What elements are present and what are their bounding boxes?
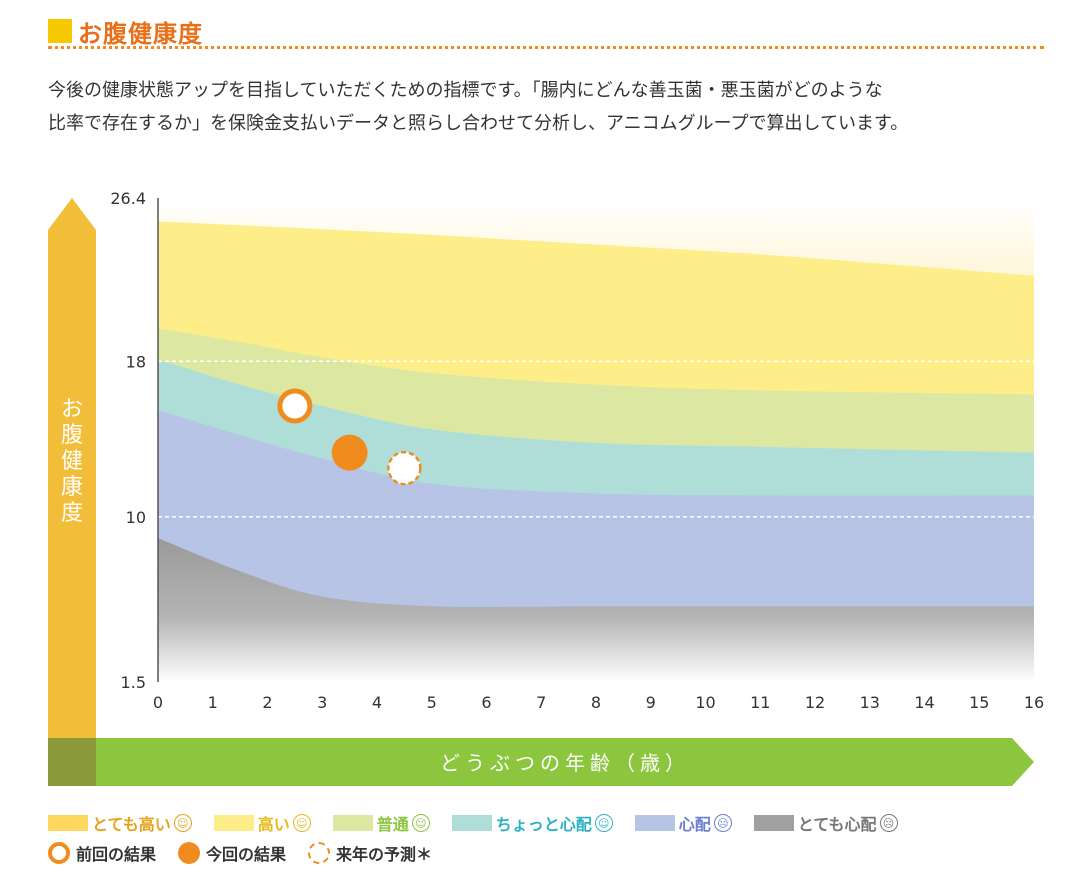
legend-item: ちょっと心配 ☺ [451,811,613,835]
legend-marker-item: 来年の予測＊ [308,841,432,865]
dotted-divider [48,46,1044,49]
y-axis-arrow [48,198,96,760]
legend-bands-row: とても高い ☺ 高い ☺ 普通 ☺ ちょっと心配 ☺ 心配 ☹ とても心配 ☹ [48,808,1048,838]
x-tick-label: 3 [317,693,327,712]
description: 今後の健康状態アップを目指していただくための指標です。「腸内にどんな善玉菌・悪玉… [48,74,1048,140]
x-tick-label: 4 [372,693,382,712]
x-tick-label: 8 [591,693,601,712]
marker-curr-icon [178,842,201,864]
point-current [331,434,368,471]
y-axis-label-char: 康 [61,475,83,500]
face-icon: ☺ [411,814,430,832]
section-title: お腹健康度 [78,19,203,48]
y-axis-label-char: 度 [61,501,83,526]
y-axis-label-char: お [61,397,83,422]
legend-marker-label: 前回の結果 [76,845,157,864]
y-axis-label-char: 腹 [61,423,83,448]
legend-item: 心配 ☹ [634,811,732,835]
description-line-1: 今後の健康状態アップを目指していただくための指標です。「腸内にどんな善玉菌・悪玉… [48,80,883,101]
y-tick-label: 1.5 [121,673,146,692]
section-header: お腹健康度 [48,14,203,48]
x-tick-label: 0 [153,693,163,712]
legend-swatch [213,815,254,831]
x-axis-label: どうぶつの年齢（歳） [440,751,690,775]
legend-label: 普通 [376,815,409,834]
x-tick-label: 5 [427,693,437,712]
x-tick-label: 6 [481,693,491,712]
legend-marker-item: 前回の結果 [48,841,156,865]
legend-swatch [332,815,373,831]
legend-label: 高い [257,815,290,834]
marker-prev-icon [48,842,70,864]
face-icon: ☹ [879,814,898,832]
face-icon: ☺ [173,814,192,832]
legend-swatch [451,815,492,831]
legend-label: 心配 [678,815,711,834]
point-previous [277,388,313,424]
point-forecast [387,450,422,486]
title-square-icon [48,19,72,43]
legend-markers-row: 前回の結果 今回の結果 来年の予測＊ [48,838,1048,868]
marker-next-icon [308,842,331,864]
legend-swatch [753,815,794,831]
legend-item: とても高い ☺ [48,811,192,835]
y-tick-label: 26.4 [110,189,146,208]
x-tick-label: 10 [695,693,715,712]
data-points [277,388,422,486]
y-tick-label: 10 [126,508,146,527]
legend-item: 高い ☺ [213,811,311,835]
x-axis-arrow [48,738,1034,786]
y-tick-label: 18 [126,352,146,371]
x-tick-label: 7 [536,693,546,712]
x-tick-label: 11 [750,693,770,712]
y-axis-label-char: 健 [61,449,83,474]
legend-swatch [634,815,675,831]
x-tick-label: 15 [969,693,989,712]
legend-marker-item: 今回の結果 [178,841,286,865]
description-line-2: 比率で存在するか」を保険金支払いデータと照らし合わせて分析し、アニコムグループで… [48,113,909,134]
legend-label: とても高い [92,815,171,834]
axis-corner [48,738,96,786]
y-axis: お腹健康度 1.5 10 18 26.4 [48,189,146,760]
band-6 [158,538,1034,682]
legend-label: ちょっと心配 [495,815,592,834]
legend-marker-label: 今回の結果 [206,845,287,864]
x-tick-label: 13 [860,693,880,712]
face-icon: ☺ [594,814,613,832]
x-tick-label: 16 [1024,693,1044,712]
legend-item: 普通 ☺ [332,811,430,835]
x-tick-label: 12 [805,693,825,712]
legend-swatch [48,815,88,831]
x-tick-label: 1 [208,693,218,712]
x-tick-label: 2 [262,693,272,712]
face-icon: ☹ [713,814,732,832]
x-tick-label: 14 [914,693,934,712]
legend-label: とても心配 [797,815,877,834]
legend-item: とても心配 ☹ [753,811,898,835]
x-tick-label: 9 [646,693,656,712]
legend-marker-label: 来年の予測＊ [336,845,433,864]
face-icon: ☺ [292,814,311,832]
band-areas [158,198,1034,682]
grid-lines [157,198,1034,682]
legend: とても高い ☺ 高い ☺ 普通 ☺ ちょっと心配 ☺ 心配 ☹ とても心配 ☹ 前回の結果 今回の結果来… [48,808,1048,868]
